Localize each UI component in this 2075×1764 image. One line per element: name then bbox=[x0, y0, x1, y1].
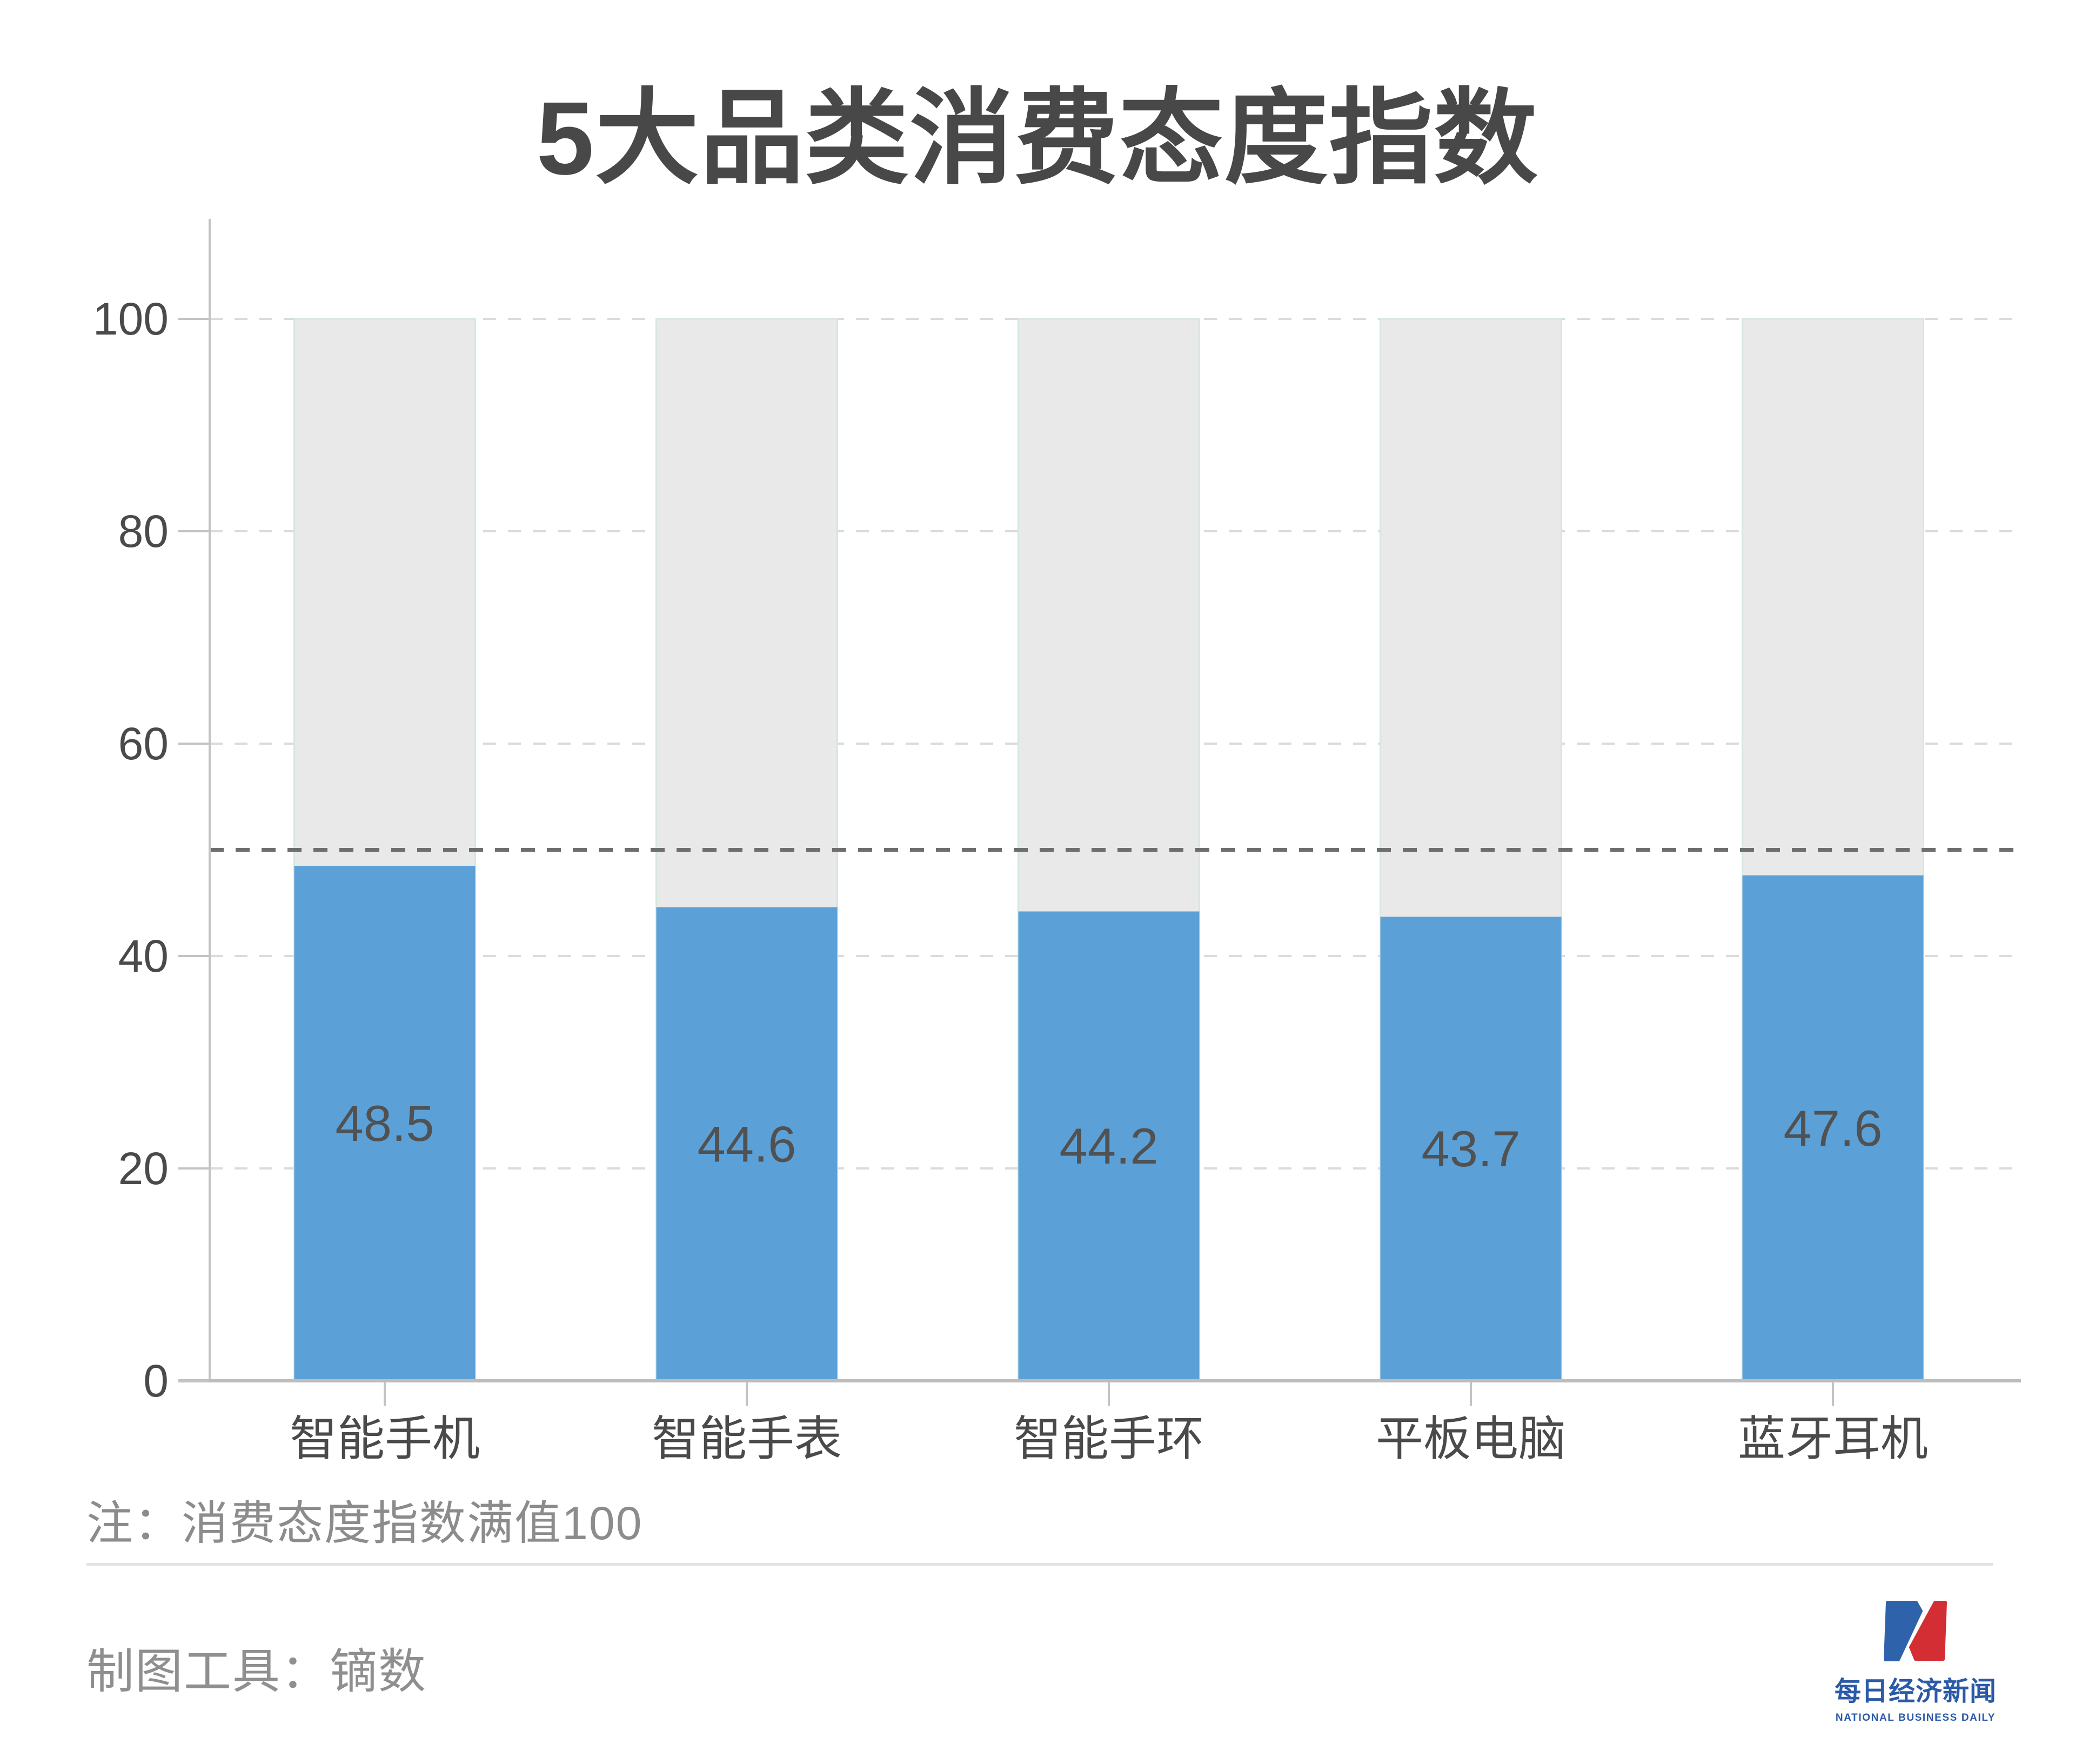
nbd-logo-chinese-name: 每日经济新闻 bbox=[1834, 1677, 1997, 1706]
x-axis-label-1: 智能手机 bbox=[290, 1412, 480, 1466]
bar-fill-2 bbox=[656, 907, 838, 1381]
nbd-logo-english-name: NATIONAL BUSINESS DAILY bbox=[1835, 1712, 1996, 1723]
y-axis-tick-label-80: 80 bbox=[118, 506, 169, 557]
divider-line bbox=[86, 1563, 1993, 1566]
bar-fill-1 bbox=[294, 865, 476, 1381]
bar-fill-5 bbox=[1742, 875, 1924, 1381]
page-title: 5大品类消费态度指数 bbox=[536, 80, 1539, 196]
y-axis-tick-label-0: 0 bbox=[143, 1355, 169, 1406]
y-axis-tick-label-60: 60 bbox=[118, 718, 169, 769]
bar-fill-4 bbox=[1380, 917, 1562, 1381]
bar-fill-3 bbox=[1018, 911, 1200, 1381]
x-axis-label-5: 蓝牙耳机 bbox=[1738, 1412, 1928, 1466]
x-axis-label-2: 智能手表 bbox=[652, 1412, 842, 1466]
logo-n-left-blue-shape bbox=[1884, 1601, 1923, 1661]
bar-value-label-1: 48.5 bbox=[336, 1095, 434, 1152]
x-axis-label-4: 平板电脑 bbox=[1376, 1412, 1566, 1466]
bar-value-label-5: 47.6 bbox=[1784, 1100, 1883, 1157]
x-axis-label-3: 智能手环 bbox=[1014, 1412, 1204, 1466]
y-axis-tick-label-40: 40 bbox=[118, 931, 169, 981]
nbd-logo-mark bbox=[1884, 1601, 1947, 1661]
bar-value-label-2: 44.6 bbox=[698, 1115, 796, 1172]
bar-value-label-3: 44.2 bbox=[1060, 1118, 1159, 1174]
y-axis-tick-label-20: 20 bbox=[118, 1143, 169, 1194]
bar-value-label-4: 43.7 bbox=[1422, 1120, 1521, 1177]
chart-tool-credit: 制图工具：镝数 bbox=[86, 1645, 427, 1698]
chart-note: 注：消费态度指数满值100 bbox=[86, 1498, 643, 1549]
y-axis-tick-label-100: 100 bbox=[93, 293, 169, 344]
logo-n-right-red-shape bbox=[1909, 1601, 1947, 1661]
nbd-logo: 每日经济新闻 NATIONAL BUSINESS DAILY bbox=[1829, 1601, 2002, 1724]
